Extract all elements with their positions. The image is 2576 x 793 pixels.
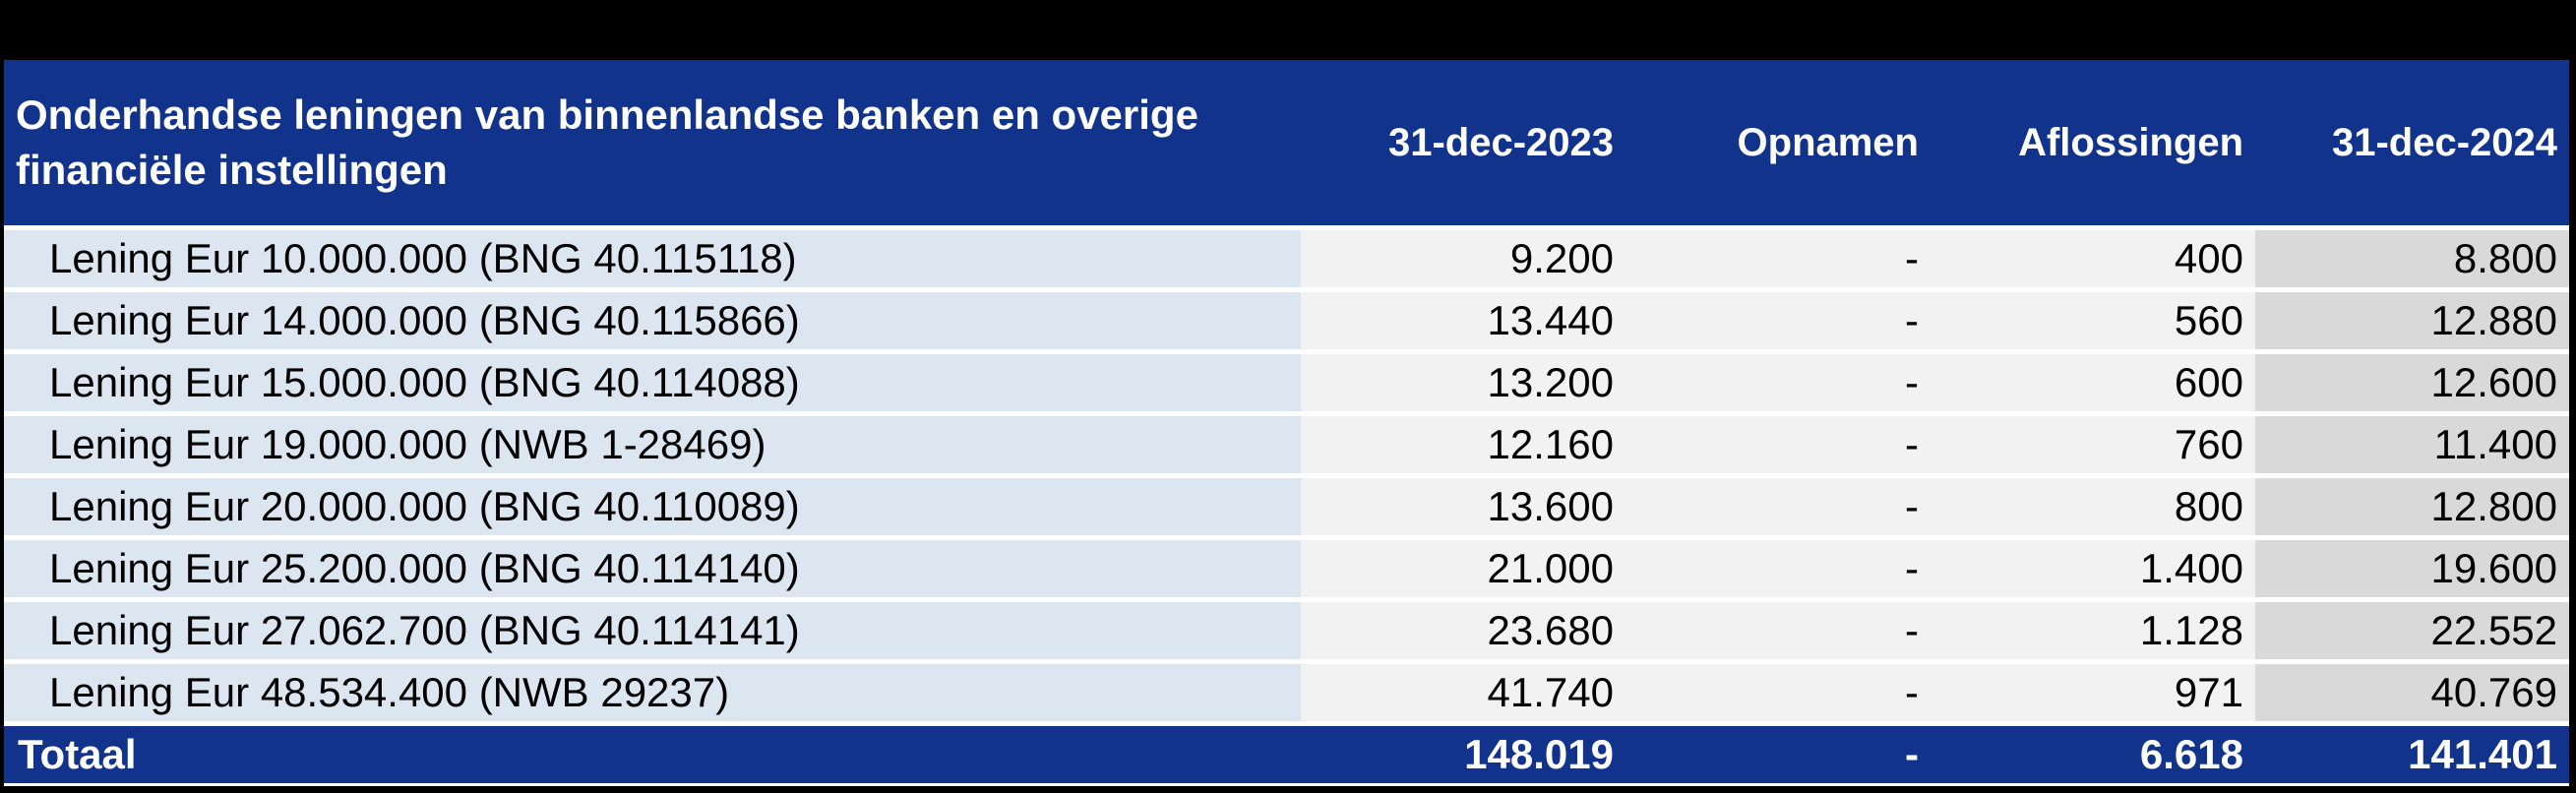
- column-header-31-dec-2024: 31-dec-2024: [2331, 120, 2557, 164]
- dec2024-cell: 11.400: [2255, 416, 2569, 473]
- total-row: Totaal 148.019 - 6.618 141.401: [4, 721, 2569, 786]
- column-header-aflossingen: Aflossingen: [2018, 120, 2243, 164]
- opnamen-cell: -: [1625, 292, 1931, 349]
- loan-name-cell: Lening Eur 19.000.000 (NWB 1-28469): [4, 416, 1301, 473]
- table-row: Lening Eur 20.000.000 (BNG 40.110089) 13…: [4, 473, 2569, 535]
- dec2024-cell: 40.769: [2255, 664, 2569, 721]
- aflossingen-cell: 800: [1931, 478, 2255, 535]
- table-row: Lening Eur 25.200.000 (BNG 40.114140) 21…: [4, 535, 2569, 597]
- table-row: Lening Eur 48.534.400 (NWB 29237) 41.740…: [4, 659, 2569, 721]
- opnamen-cell: -: [1625, 540, 1931, 597]
- table-header-row: Onderhandse leningen van binnenlandse ba…: [4, 60, 2569, 225]
- aflossingen-cell: 760: [1931, 416, 2255, 473]
- table-row: Lening Eur 19.000.000 (NWB 1-28469) 12.1…: [4, 411, 2569, 473]
- opnamen-cell: -: [1625, 416, 1931, 473]
- dec2023-cell: 41.740: [1301, 664, 1625, 721]
- dec2023-cell: 12.160: [1301, 416, 1625, 473]
- dec2023-cell: 23.680: [1301, 602, 1625, 659]
- table-title-line1: Onderhandse leningen van binnenlandse ba…: [16, 92, 1198, 138]
- aflossingen-cell: 560: [1931, 292, 2255, 349]
- dec2023-cell: 13.200: [1301, 354, 1625, 411]
- table-row: Lening Eur 14.000.000 (BNG 40.115866) 13…: [4, 287, 2569, 349]
- loan-table: Onderhandse leningen van binnenlandse ba…: [4, 60, 2569, 786]
- dec2023-cell: 13.600: [1301, 478, 1625, 535]
- dec2024-cell: 12.600: [2255, 354, 2569, 411]
- loan-name-cell: Lening Eur 20.000.000 (BNG 40.110089): [4, 478, 1301, 535]
- column-header-31-dec-2023: 31-dec-2023: [1387, 120, 1614, 164]
- aflossingen-cell: 971: [1931, 664, 2255, 721]
- dec2023-cell: 13.440: [1301, 292, 1625, 349]
- dec2023-cell: 9.200: [1301, 230, 1625, 287]
- opnamen-cell: -: [1625, 354, 1931, 411]
- table-row: Lening Eur 15.000.000 (BNG 40.114088) 13…: [4, 349, 2569, 411]
- opnamen-cell: -: [1625, 602, 1931, 659]
- opnamen-cell: -: [1625, 478, 1931, 535]
- table-row: Lening Eur 10.000.000 (BNG 40.115118) 9.…: [4, 225, 2569, 287]
- aflossingen-cell: 1.400: [1931, 540, 2255, 597]
- dec2024-cell: 19.600: [2255, 540, 2569, 597]
- table-title-line2: financiële instellingen: [16, 147, 448, 193]
- loan-name-cell: Lening Eur 25.200.000 (BNG 40.114140): [4, 540, 1301, 597]
- dec2024-cell: 8.800: [2255, 230, 2569, 287]
- total-dec2023: 148.019: [1464, 731, 1614, 777]
- loan-name-cell: Lening Eur 27.062.700 (BNG 40.114141): [4, 602, 1301, 659]
- loan-name-cell: Lening Eur 48.534.400 (NWB 29237): [4, 664, 1301, 721]
- total-dec2024: 141.401: [2408, 731, 2557, 777]
- column-header-opnamen: Opnamen: [1737, 120, 1919, 164]
- loan-name-cell: Lening Eur 15.000.000 (BNG 40.114088): [4, 354, 1301, 411]
- aflossingen-cell: 1.128: [1931, 602, 2255, 659]
- dec2024-cell: 12.800: [2255, 478, 2569, 535]
- aflossingen-cell: 600: [1931, 354, 2255, 411]
- loan-name-cell: Lening Eur 10.000.000 (BNG 40.115118): [4, 230, 1301, 287]
- loan-name-cell: Lening Eur 14.000.000 (BNG 40.115866): [4, 292, 1301, 349]
- table-title: Onderhandse leningen van binnenlandse ba…: [4, 60, 1301, 225]
- total-aflossingen: 6.618: [2139, 731, 2243, 777]
- dec2024-cell: 22.552: [2255, 602, 2569, 659]
- aflossingen-cell: 400: [1931, 230, 2255, 287]
- total-label: Totaal: [18, 731, 137, 777]
- dec2024-cell: 12.880: [2255, 292, 2569, 349]
- dec2023-cell: 21.000: [1301, 540, 1625, 597]
- total-opnamen: -: [1905, 731, 1919, 777]
- opnamen-cell: -: [1625, 664, 1931, 721]
- opnamen-cell: -: [1625, 230, 1931, 287]
- table-row: Lening Eur 27.062.700 (BNG 40.114141) 23…: [4, 597, 2569, 659]
